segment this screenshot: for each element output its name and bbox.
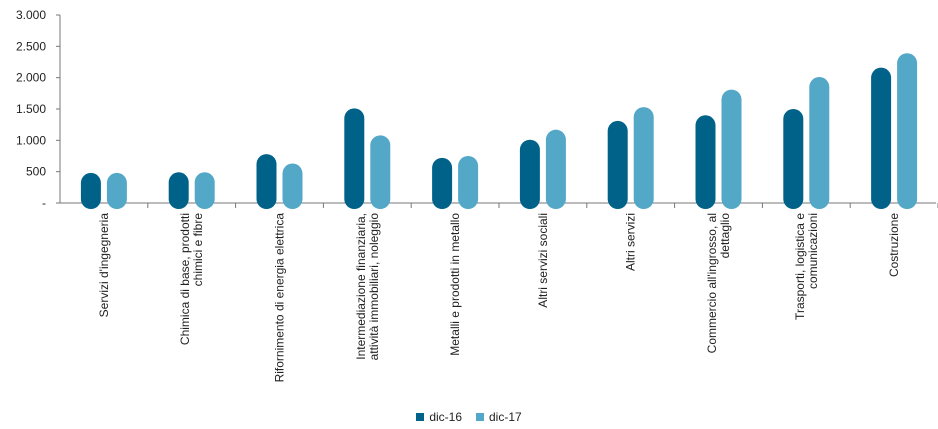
x-category-label: Commercio all'ingrosso, aldettaglio bbox=[705, 213, 732, 354]
bar-dic-17 bbox=[370, 135, 391, 209]
legend-swatch-series-1 bbox=[416, 413, 425, 421]
x-category-label: Trasporti, logistica ecomunicazioni bbox=[793, 213, 820, 320]
x-category-label-line: comunicazioni bbox=[806, 213, 820, 289]
x-category-label: Costruzione bbox=[887, 213, 901, 277]
x-category-label: Servizi d'ingegneria bbox=[97, 213, 111, 318]
y-tick-label: - bbox=[42, 196, 46, 210]
x-category-label-line: Metalli e prodotti in metallo bbox=[448, 213, 462, 356]
y-tick-label: 1.000 bbox=[16, 133, 46, 147]
x-category-label-line: Altri servizi sociali bbox=[536, 213, 550, 308]
y-tick-label: 500 bbox=[26, 165, 46, 179]
x-category-label: Altri servizi bbox=[624, 213, 638, 271]
x-category-label: Chimica di base, prodottichimici e fibre bbox=[178, 213, 205, 345]
bar-dic-16 bbox=[695, 115, 716, 209]
x-category-label-line: Intermediazione finanziaria, bbox=[354, 213, 368, 360]
legend: dic-16 dic-17 bbox=[0, 410, 938, 424]
legend-item-series-2: dic-17 bbox=[476, 410, 522, 424]
bar-dic-17 bbox=[458, 156, 479, 209]
x-category-label-line: Costruzione bbox=[887, 213, 901, 277]
bar-dic-17 bbox=[282, 163, 303, 209]
bar-dic-17 bbox=[194, 172, 215, 209]
x-category-label-line: chimici e fibre bbox=[191, 213, 205, 287]
x-category-label-line: Chimica di base, prodotti bbox=[178, 213, 192, 345]
bar-dic-17 bbox=[633, 107, 654, 209]
x-category-label: Altri servizi sociali bbox=[536, 213, 550, 308]
y-tick-label: 2.000 bbox=[16, 71, 46, 85]
y-tick-label: 3.000 bbox=[16, 8, 46, 22]
bar-dic-16 bbox=[168, 172, 189, 209]
x-category-label-line: Altri servizi bbox=[624, 213, 638, 271]
bar-dic-16 bbox=[80, 172, 101, 209]
bar-dic-16 bbox=[256, 154, 277, 209]
bar-dic-17 bbox=[809, 77, 830, 209]
x-category-label: Rifornimento di energia elettrica bbox=[273, 213, 287, 383]
bar-dic-16 bbox=[519, 139, 540, 209]
x-category-label-line: dettaglio bbox=[718, 213, 732, 259]
x-category-label: Metalli e prodotti in metallo bbox=[448, 213, 462, 356]
bar-dic-16 bbox=[871, 67, 892, 209]
legend-item-series-1: dic-16 bbox=[416, 410, 462, 424]
legend-label-series-1: dic-16 bbox=[429, 410, 462, 424]
x-category-label-line: Servizi d'ingegneria bbox=[97, 213, 111, 318]
x-category-label-line: Commercio all'ingrosso, al bbox=[705, 213, 719, 353]
x-category-label-line: attività immobiliari, noleggio bbox=[367, 213, 381, 361]
bar-dic-17 bbox=[897, 53, 918, 209]
bar-dic-17 bbox=[545, 129, 566, 209]
y-tick-label: 2.500 bbox=[16, 39, 46, 53]
legend-label-series-2: dic-17 bbox=[489, 410, 522, 424]
bar-dic-17 bbox=[721, 89, 742, 209]
x-category-label-line: Trasporti, logistica e bbox=[793, 213, 807, 320]
bar-dic-16 bbox=[607, 120, 628, 209]
x-category-label: Intermediazione finanziaria,attività imm… bbox=[354, 213, 381, 361]
bar-dic-16 bbox=[344, 108, 365, 209]
bar-dic-16 bbox=[432, 157, 453, 209]
x-category-label-line: Rifornimento di energia elettrica bbox=[273, 213, 287, 383]
bar-dic-17 bbox=[106, 172, 127, 209]
legend-swatch-series-2 bbox=[476, 413, 484, 421]
y-tick-label: 1.500 bbox=[16, 102, 46, 116]
bar-dic-16 bbox=[783, 109, 804, 209]
